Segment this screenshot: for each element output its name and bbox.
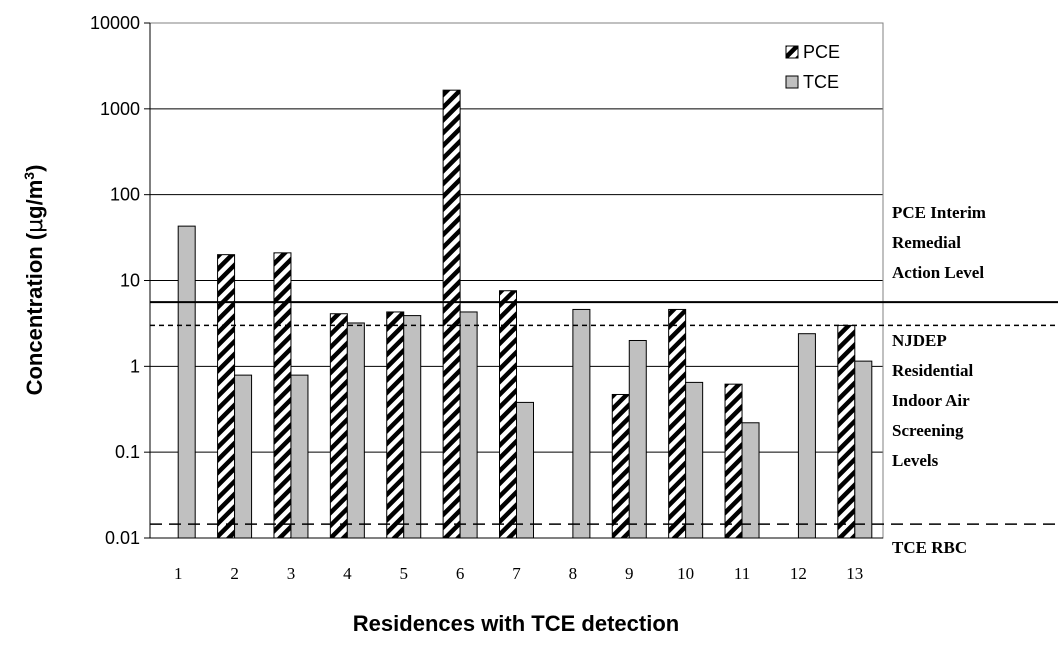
bar-pce (724, 383, 743, 539)
bar-pce (217, 254, 236, 539)
bar-tce (234, 374, 253, 539)
y-tick-label: 1 (130, 356, 140, 376)
y-tick-label: 0.01 (105, 528, 140, 548)
bar-pce (273, 252, 292, 539)
bar-tce (854, 360, 873, 539)
legend-swatch-pce (785, 45, 799, 59)
bar-tce (346, 322, 365, 539)
y-tick-label: 10000 (90, 13, 140, 33)
x-tick-label: 6 (456, 564, 465, 583)
x-tick-label: 3 (287, 564, 296, 583)
reference-line-label: Indoor Air (892, 391, 970, 410)
x-tick-label: 11 (734, 564, 750, 583)
reference-lines: PCE Interim Remedial Action Level NJDEP Resi… (150, 203, 1058, 557)
legend-box (775, 28, 881, 104)
y-axis-title: Concentration (μg/m3) (21, 165, 48, 396)
legend-swatch-tce (785, 75, 799, 89)
x-tick-label: 10 (677, 564, 694, 583)
x-tick-label: 8 (569, 564, 578, 583)
x-tick-label: 4 (343, 564, 352, 583)
x-tick-label: 9 (625, 564, 634, 583)
x-tick-label: 7 (512, 564, 521, 583)
bar-tce (572, 308, 591, 539)
bar-pce (386, 311, 405, 539)
gridlines (150, 108, 883, 453)
legend-label-pce: PCE (803, 42, 840, 62)
bar-tce (403, 315, 422, 539)
bar-pce (329, 313, 348, 539)
bar-tce (741, 422, 760, 539)
bar-pce (499, 290, 517, 539)
reference-line-label: Levels (892, 451, 939, 470)
y-tick-label: 10 (120, 271, 140, 291)
unit-superscript: 3 (21, 172, 37, 180)
bar-pce (611, 393, 630, 539)
x-tick-label: 5 (399, 564, 408, 583)
reference-line-label: Residential (892, 361, 974, 380)
x-tick-label: 2 (230, 564, 239, 583)
x-axis: 1 2 3 4 5 6 7 8 9 10 11 12 13 (150, 537, 883, 583)
mu-symbol: μ (23, 219, 48, 233)
bar-tce (177, 225, 196, 539)
bars (177, 89, 873, 539)
reference-line-label: TCE RBC (892, 538, 967, 557)
reference-line-label: NJDEP (892, 331, 947, 350)
reference-line-label: Action Level (892, 263, 984, 282)
bar-tce (516, 401, 534, 539)
x-tick-label: 12 (790, 564, 807, 583)
bar-tce (290, 374, 309, 539)
bar-tce (628, 339, 647, 539)
y-tick-label: 0.1 (115, 442, 140, 462)
legend: PCE TCE (775, 28, 881, 104)
y-tick-label: 100 (110, 185, 140, 205)
bar-tce (685, 381, 704, 539)
legend-label-tce: TCE (803, 72, 839, 92)
y-axis: 0.01 0.1 1 10 100 1000 10000 (90, 13, 151, 548)
x-axis-title: Residences with TCE detection (353, 611, 679, 636)
x-tick-label: 1 (174, 564, 183, 583)
reference-line-label: PCE Interim (892, 203, 986, 222)
y-tick-label: 1000 (100, 99, 140, 119)
bar-tce (459, 311, 478, 539)
reference-line-label: Remedial (892, 233, 961, 252)
bar-pce (442, 89, 461, 539)
reference-line-label: Screening (892, 421, 964, 440)
bar-pce (837, 324, 856, 539)
x-tick-label: 13 (846, 564, 863, 583)
bar-tce (797, 333, 816, 539)
bar-pce (668, 308, 687, 539)
